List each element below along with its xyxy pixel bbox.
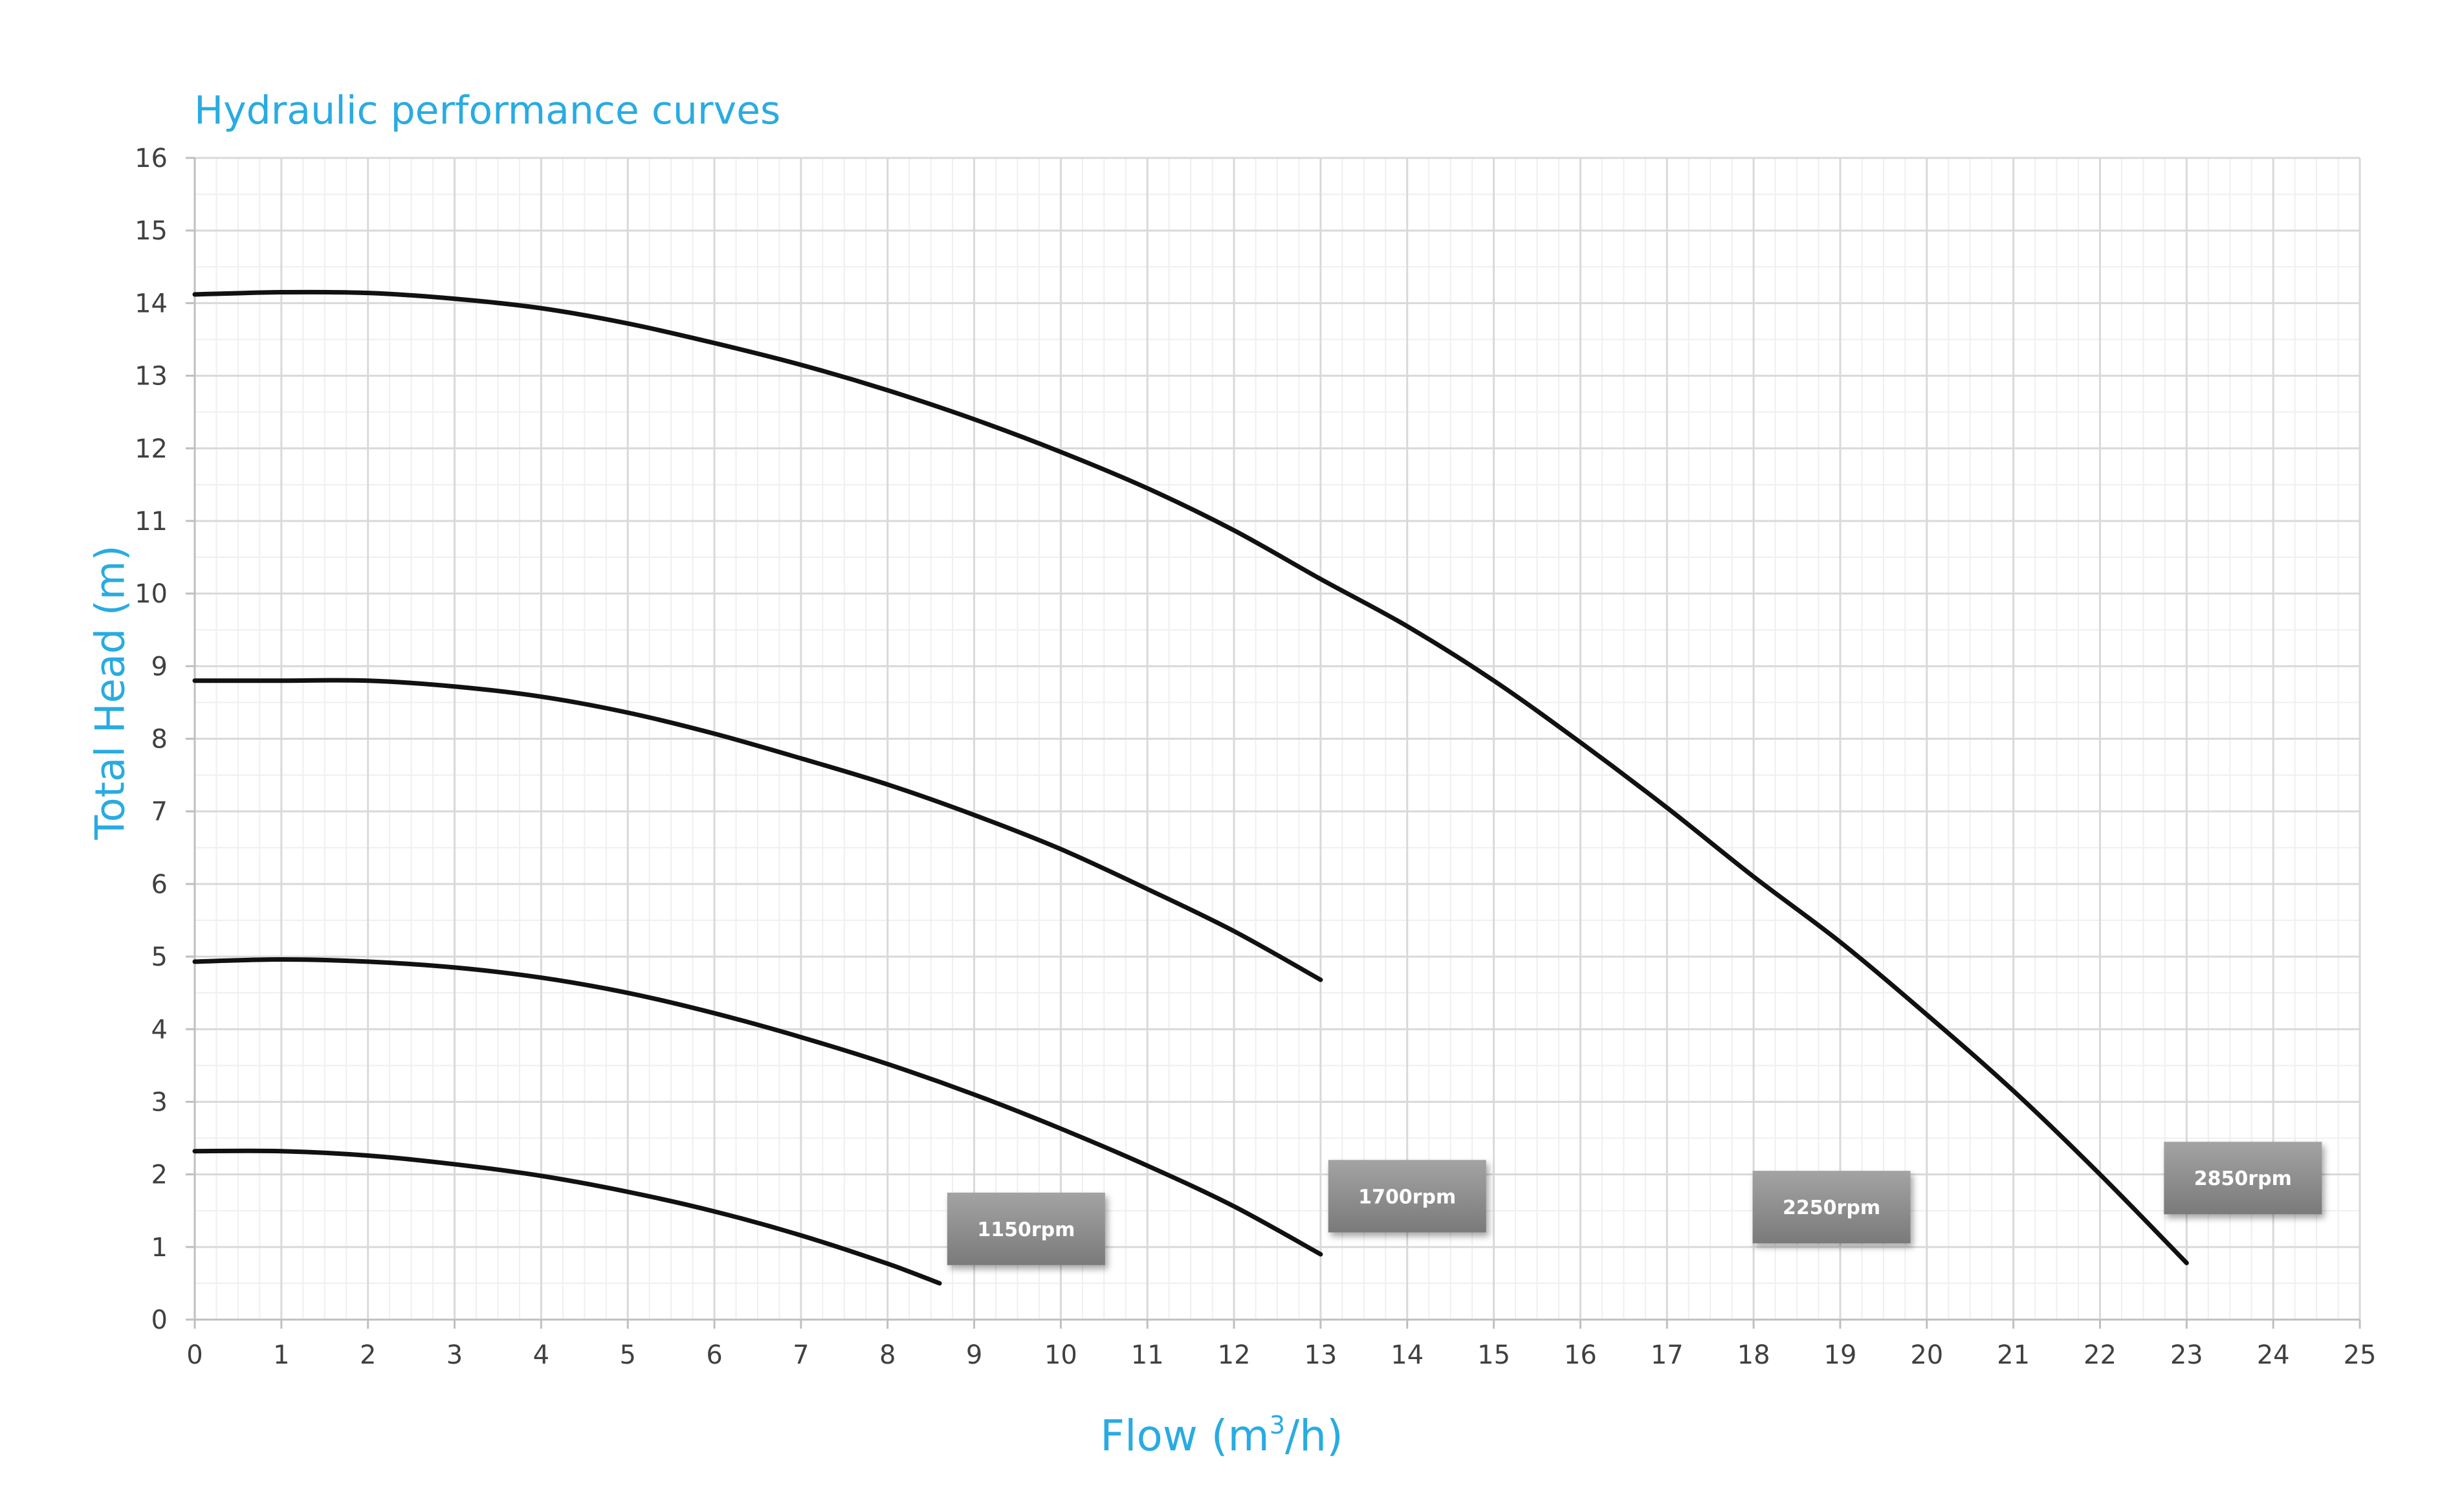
x-tick-label: 1: [273, 1340, 289, 1370]
x-tick-label: 13: [1304, 1340, 1337, 1370]
x-tick-label: 18: [1737, 1340, 1770, 1370]
y-tick-label: 12: [135, 434, 168, 464]
x-tick-label: 24: [2257, 1340, 2290, 1370]
y-tick-label: 0: [151, 1305, 168, 1335]
rpm-label-box: [1328, 1160, 1486, 1233]
y-tick-label: 1: [151, 1233, 168, 1263]
x-tick-label: 0: [186, 1340, 203, 1370]
performance-curves: [192, 289, 2189, 1286]
x-tick-label: 20: [1910, 1340, 1943, 1370]
y-tick-label: 16: [135, 144, 168, 173]
rpm-label-text: 2250rpm: [1783, 1197, 1880, 1219]
x-tick-label: 23: [2170, 1340, 2203, 1370]
x-tick-label: 2: [360, 1340, 376, 1370]
curve-1700rpm: [192, 678, 1323, 982]
y-tick-label: 3: [151, 1087, 168, 1117]
rpm-label-box: [2164, 1142, 2322, 1215]
x-tick-label: 14: [1391, 1340, 1424, 1370]
y-tick-label: 11: [135, 507, 168, 537]
x-axis-title-prefix: Flow (m: [1100, 1411, 1270, 1461]
x-tick-label: 5: [619, 1340, 635, 1370]
x-tick-label: 12: [1218, 1340, 1251, 1370]
rpm-label-2250rpm: 2250rpm: [1752, 1171, 1911, 1244]
x-tick-label: 15: [1477, 1340, 1510, 1370]
rpm-label-text: 1150rpm: [977, 1219, 1075, 1241]
x-tick-label: 11: [1131, 1340, 1164, 1370]
rpm-labels: 1150rpm 1700rpm 2250rpm 2850rpm: [947, 1142, 2322, 1265]
curve-2850rpm: [192, 289, 2189, 1265]
curve-1150rpm: [192, 1148, 942, 1286]
x-tick-label: 8: [879, 1340, 896, 1370]
x-tick-label: 22: [2084, 1340, 2117, 1370]
x-tick-label: 9: [966, 1340, 982, 1370]
chart-title: Hydraulic performance curves: [194, 88, 781, 133]
y-tick-label: 6: [151, 870, 168, 900]
x-axis-title: Flow (m3/h): [1100, 1411, 1343, 1461]
x-axis-title-suffix: /h): [1285, 1411, 1343, 1461]
y-tick-label: 7: [151, 797, 168, 827]
x-tick-label: 21: [1997, 1340, 2030, 1370]
y-tick-label: 9: [151, 652, 168, 681]
x-tick-label: 6: [706, 1340, 722, 1370]
x-tick-label: 16: [1564, 1340, 1597, 1370]
y-tick-label: 4: [151, 1015, 168, 1045]
y-tick-label: 10: [135, 579, 168, 609]
rpm-label-box: [1752, 1171, 1911, 1244]
x-tick-label: 17: [1651, 1340, 1684, 1370]
rpm-label-1150rpm: 1150rpm: [947, 1192, 1105, 1265]
y-tick-label: 8: [151, 725, 168, 755]
y-tick-label: 5: [151, 942, 168, 972]
rpm-label-box: [947, 1192, 1105, 1265]
rpm-label-text: 1700rpm: [1358, 1186, 1456, 1208]
y-tick-label: 15: [135, 216, 168, 246]
x-tick-label: 19: [1824, 1340, 1857, 1370]
rpm-label-text: 2850rpm: [2194, 1168, 2292, 1190]
rpm-label-2850rpm: 2850rpm: [2164, 1142, 2322, 1215]
major-gridlines: [193, 157, 2361, 1321]
x-tick-label: 4: [533, 1340, 549, 1370]
x-axis-title-superscript: 3: [1269, 1411, 1286, 1439]
tick-labels: 0 1 2 3 4 5 6 7 8 9 10 11 12 13 14 15 16 17 18 19 20 21 22 23 24…: [135, 144, 2376, 1370]
y-tick-label: 13: [135, 362, 168, 392]
x-tick-label: 10: [1044, 1340, 1077, 1370]
x-tick-label: 3: [446, 1340, 463, 1370]
x-tick-label: 25: [2344, 1340, 2377, 1370]
axes: [186, 157, 2361, 1329]
y-tick-label: 14: [135, 289, 168, 318]
rpm-label-1700rpm: 1700rpm: [1328, 1160, 1486, 1233]
y-tick-label: 2: [151, 1160, 168, 1190]
x-tick-label: 7: [793, 1340, 809, 1370]
curve-2250rpm: [192, 957, 1323, 1257]
